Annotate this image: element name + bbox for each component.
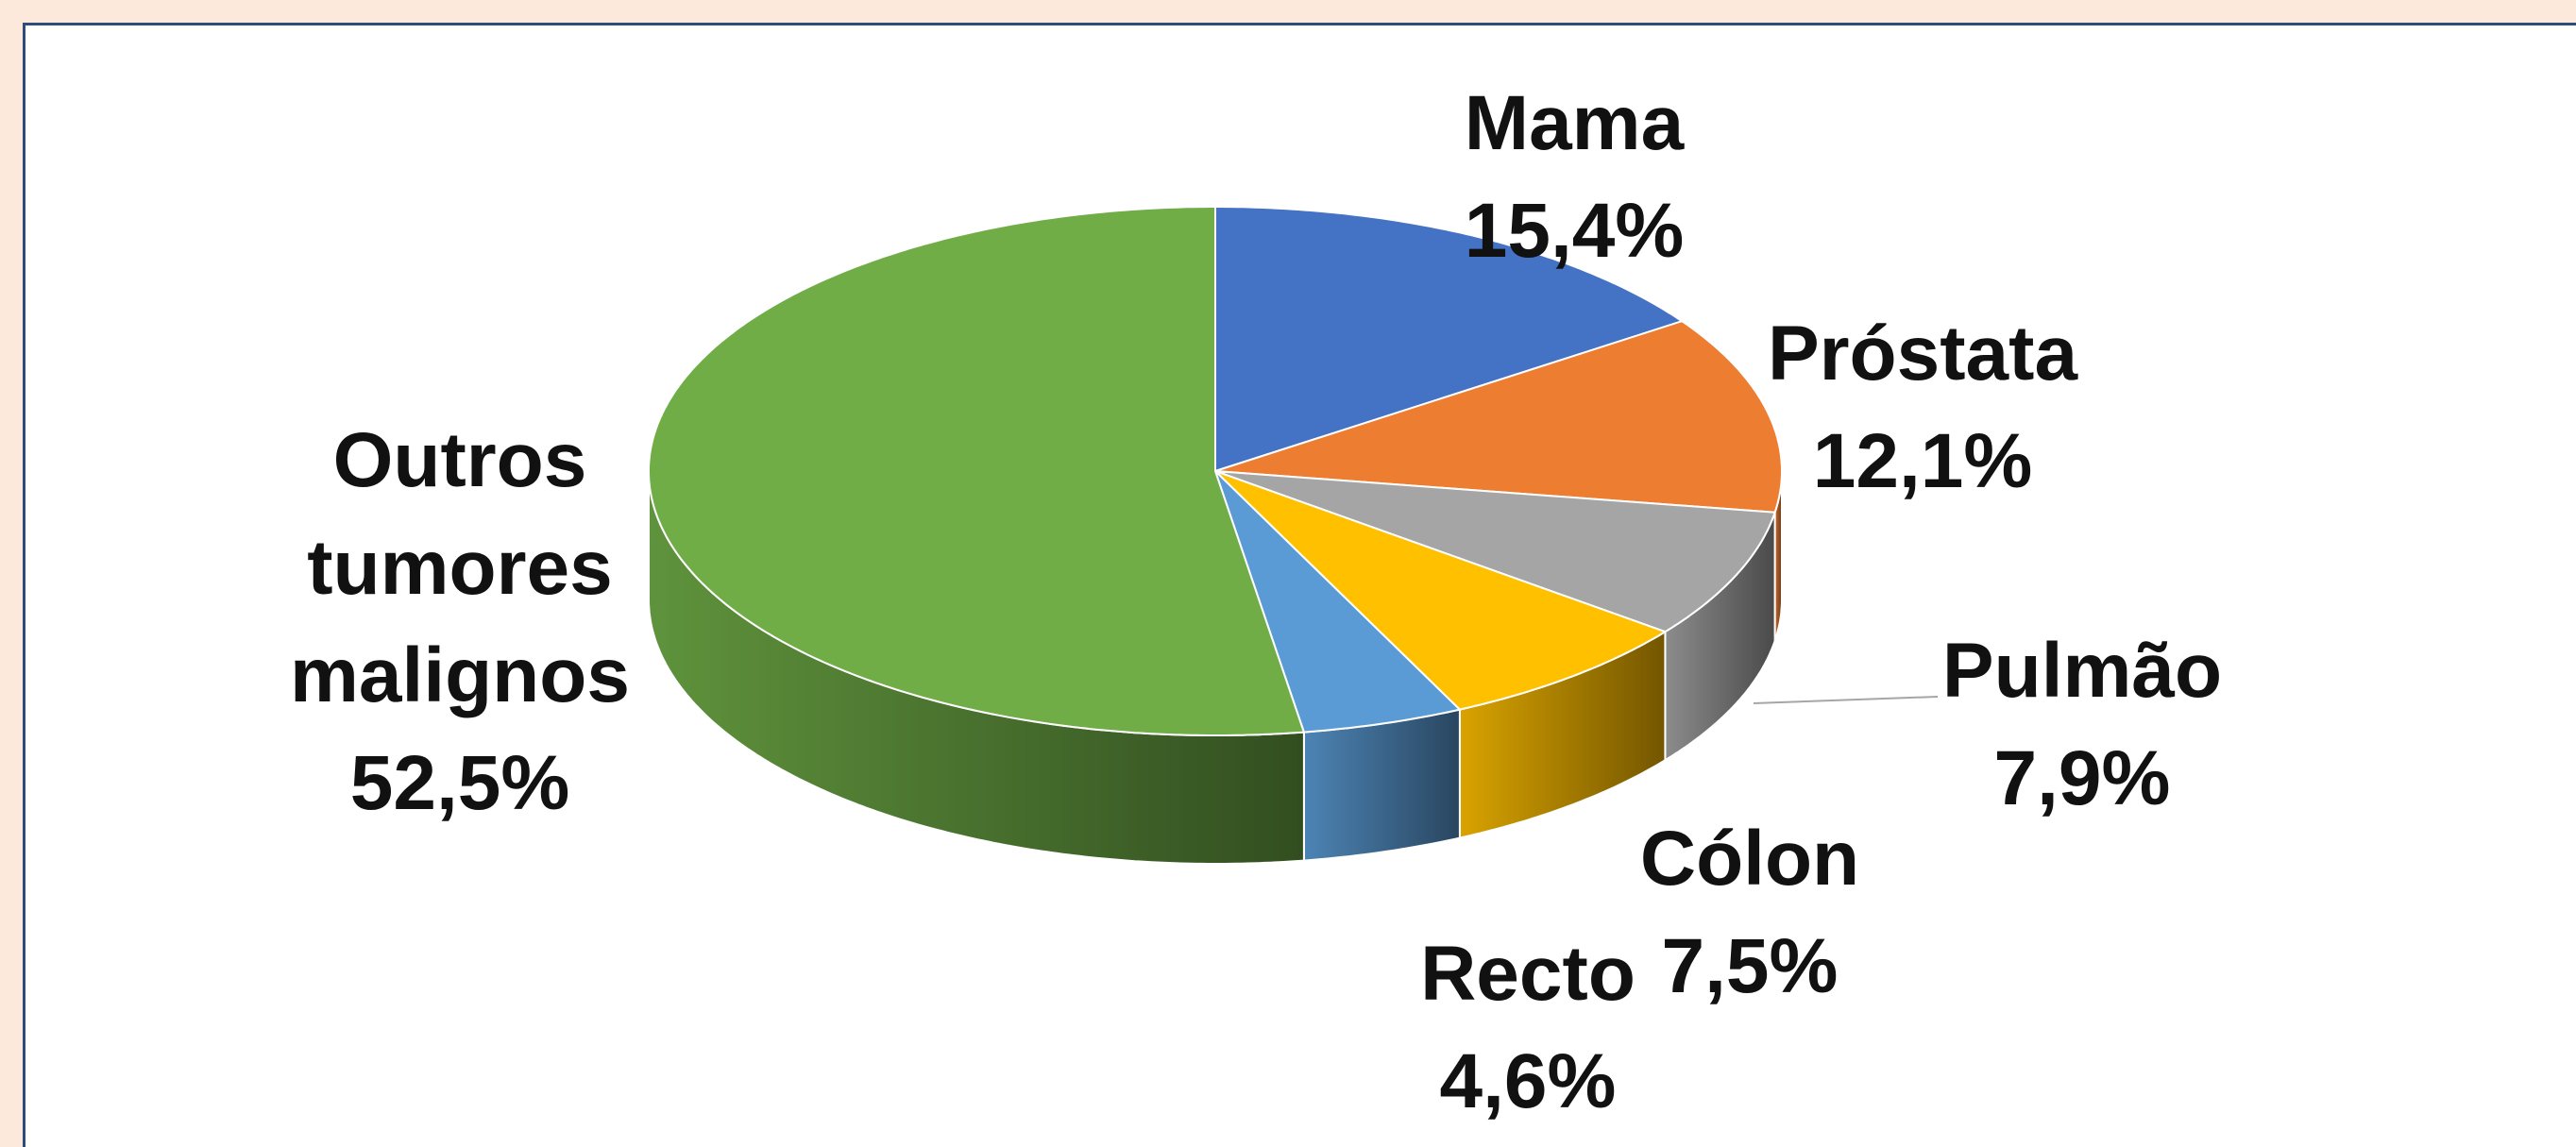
- label-value: 12,1%: [1812, 418, 2033, 504]
- label-name: Mama: [1464, 80, 1685, 166]
- data-label: Cólon 7,5%: [1640, 805, 1859, 1020]
- leader-line: [1753, 696, 1939, 704]
- data-label: Próstata 12,1%: [1768, 300, 2077, 515]
- label-value: 52,5%: [349, 740, 570, 826]
- label-value: 15,4%: [1464, 188, 1685, 274]
- label-value: 7,5%: [1661, 923, 1839, 1009]
- label-name: Outros tumores malignos: [290, 417, 630, 718]
- slice: [1214, 320, 1783, 514]
- slice: [1214, 470, 1461, 734]
- slice: [648, 206, 1305, 736]
- slice: [1214, 206, 1684, 472]
- label-value: 7,9%: [1993, 735, 2171, 821]
- label-name: Pulmão: [1941, 628, 2223, 714]
- label-value: 4,6%: [1439, 1038, 1617, 1124]
- slice: [1214, 470, 1667, 711]
- data-label: Recto 4,6%: [1420, 920, 1635, 1136]
- label-name: Recto: [1420, 931, 1635, 1017]
- slice: [1214, 470, 1776, 633]
- slice-side: [1302, 708, 1461, 862]
- data-label: Mama 15,4%: [1465, 70, 1685, 285]
- label-name: Próstata: [1767, 311, 2078, 396]
- data-label: Pulmão 7,9%: [1942, 617, 2222, 833]
- data-label: Outros tumores malignos 52,5%: [262, 407, 658, 837]
- label-name: Cólon: [1639, 816, 1860, 902]
